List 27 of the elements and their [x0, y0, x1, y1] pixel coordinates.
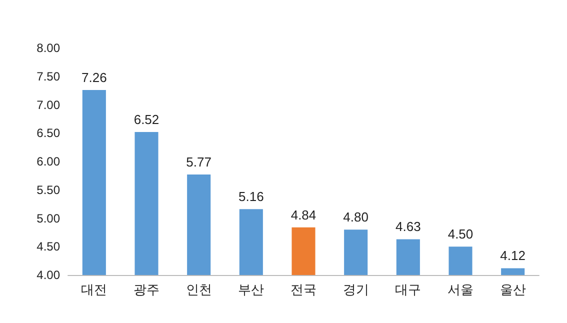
x-tick-label: 울산: [500, 282, 526, 297]
y-tick-label: 4.00: [36, 268, 60, 282]
y-tick-label: 7.50: [36, 69, 60, 84]
data-label: 6.52: [134, 112, 160, 127]
data-label: 4.50: [448, 226, 474, 242]
data-label: 4.84: [290, 207, 316, 222]
data-label: 4.80: [343, 210, 368, 225]
x-tick-label: 전국: [290, 282, 316, 297]
x-tick-label: 서울: [448, 282, 474, 297]
x-tick-label: 인천: [186, 282, 212, 297]
x-tick-label: 대전: [81, 282, 108, 297]
y-tick-label: 5.50: [36, 182, 60, 197]
y-tick-label: 7.00: [36, 98, 60, 112]
data-label: 7.26: [82, 70, 107, 85]
x-tick-label: 대구: [395, 282, 422, 297]
y-tick-label: 4.50: [36, 240, 60, 254]
x-tick-label: 부산: [238, 282, 264, 297]
data-label: 5.77: [186, 154, 212, 170]
y-tick-label: 8.00: [36, 41, 60, 55]
data-label: 5.16: [238, 189, 264, 204]
y-tick-label: 5.00: [36, 211, 60, 226]
data-label: 4.63: [396, 219, 421, 234]
x-tick-label: 광주: [134, 282, 160, 297]
y-tick-label: 6.00: [36, 154, 60, 168]
x-tick-label: 경기: [342, 282, 369, 297]
y-tick-label: 6.50: [36, 126, 60, 140]
data-label: 4.12: [500, 248, 526, 264]
